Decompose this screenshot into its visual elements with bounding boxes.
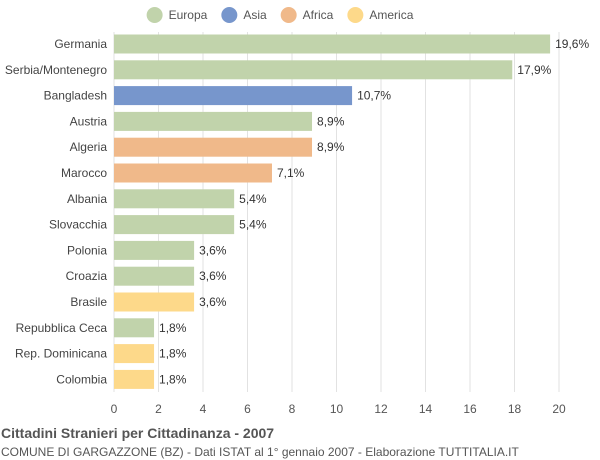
value-label: 10,7% [357, 89, 391, 103]
bar [114, 86, 353, 106]
x-tick-label: 2 [155, 402, 162, 416]
value-label: 3,6% [199, 269, 227, 283]
x-tick-label: 8 [289, 402, 296, 416]
value-label: 5,4% [239, 218, 267, 232]
legend-label: Africa [303, 8, 334, 22]
value-label: 8,9% [317, 114, 345, 128]
x-tick-label: 12 [374, 402, 388, 416]
legend-item: Europa [146, 7, 208, 23]
bar [114, 137, 313, 157]
category-label: Polonia [67, 243, 107, 257]
bar [114, 111, 313, 131]
legend: Europa Asia Africa America [146, 7, 414, 23]
category-label: Colombia [56, 372, 107, 386]
category-label: Marocco [61, 166, 107, 180]
bar-chart: Europa Asia Africa America Germania Serbia/M… [5, 7, 589, 416]
category-label: Repubblica Ceca [16, 321, 108, 335]
category-label: Slovacchia [49, 218, 107, 232]
x-tick-label: 10 [330, 402, 344, 416]
legend-item: Africa [280, 7, 334, 23]
x-tick-label: 20 [552, 402, 566, 416]
x-tick-label: 4 [200, 402, 207, 416]
value-label: 1,8% [159, 372, 187, 386]
legend-swatch [347, 7, 364, 23]
bar [114, 292, 195, 312]
legend-label: Asia [243, 8, 267, 22]
bar [114, 163, 272, 183]
value-label: 1,8% [159, 347, 187, 361]
chart-subtitle: COMUNE DI GARGAZZONE (BZ) - Dati ISTAT a… [1, 445, 519, 459]
bar [114, 344, 155, 364]
value-label: 8,9% [317, 140, 345, 154]
bar [114, 60, 513, 80]
bars [114, 34, 551, 389]
bar [114, 318, 155, 338]
value-label: 7,1% [277, 166, 305, 180]
value-label: 5,4% [239, 192, 267, 206]
category-label: Brasile [70, 295, 107, 309]
category-labels: Germania Serbia/Montenegro Bangladesh Austr… [5, 37, 107, 386]
legend-label: America [369, 8, 413, 22]
x-tick-label: 14 [419, 402, 433, 416]
legend-item: America [347, 7, 414, 23]
value-label: 3,6% [199, 243, 227, 257]
bar [114, 215, 235, 235]
bar [114, 266, 195, 286]
category-label: Croazia [66, 269, 108, 283]
x-tick-label: 16 [463, 402, 477, 416]
x-tick-label: 0 [111, 402, 118, 416]
legend-swatch [146, 7, 163, 23]
grid [113, 32, 560, 392]
legend-swatch [280, 7, 297, 23]
bar [114, 369, 155, 389]
x-tick-label: 18 [508, 402, 522, 416]
category-label: Albania [67, 192, 107, 206]
legend-label: Europa [169, 8, 208, 22]
value-label: 17,9% [517, 63, 551, 77]
category-label: Germania [54, 37, 107, 51]
category-label: Serbia/Montenegro [5, 63, 107, 77]
category-label: Austria [70, 114, 108, 128]
x-tick-label: 6 [244, 402, 251, 416]
legend-item: Asia [221, 7, 267, 23]
value-label: 3,6% [199, 295, 227, 309]
value-label: 1,8% [159, 321, 187, 335]
category-label: Bangladesh [44, 89, 107, 103]
value-labels: 19,6% 17,9% 10,7% 8,9% 8,9% 7,1% 5,4% 5,4% 3,6% 3… [159, 37, 589, 386]
value-label: 19,6% [555, 37, 589, 51]
category-label: Algeria [70, 140, 108, 154]
category-label: Rep. Dominicana [15, 347, 107, 361]
bar [114, 34, 551, 54]
chart-title: Cittadini Stranieri per Cittadinanza - 2… [1, 425, 275, 441]
bar [114, 189, 235, 209]
x-axis-ticks: 0 2 4 6 8 10 12 14 16 18 20 [111, 402, 566, 416]
bar [114, 240, 195, 260]
legend-swatch [221, 7, 238, 23]
